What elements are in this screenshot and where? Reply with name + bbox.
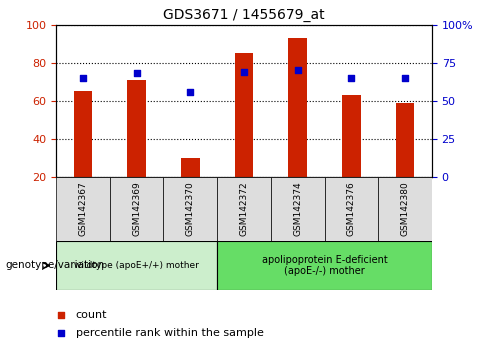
Bar (217, 177, 271, 241)
Text: GSM142367: GSM142367 (79, 182, 87, 236)
Bar (163, 177, 217, 241)
Text: wildtype (apoE+/+) mother: wildtype (apoE+/+) mother (74, 261, 199, 270)
Text: count: count (76, 310, 107, 320)
Bar (325, 177, 378, 241)
Bar (217, 241, 432, 290)
Text: GSM142380: GSM142380 (401, 182, 409, 236)
Point (133, 71, 141, 76)
Text: GSM142370: GSM142370 (186, 182, 195, 236)
Point (347, 75, 355, 81)
Bar (56, 177, 110, 241)
Point (240, 69, 248, 75)
Bar (110, 177, 163, 241)
Point (57, 312, 65, 318)
Bar (288, 38, 307, 177)
Bar (271, 177, 325, 241)
Bar (378, 177, 432, 241)
Bar (396, 103, 414, 177)
Text: apolipoprotein E-deficient
(apoE-/-) mother: apolipoprotein E-deficient (apoE-/-) mot… (262, 255, 387, 276)
Bar (342, 95, 361, 177)
Bar (56, 241, 217, 290)
Point (57, 330, 65, 336)
Point (401, 75, 409, 81)
Text: genotype/variation: genotype/variation (5, 261, 104, 270)
Bar (181, 158, 200, 177)
Title: GDS3671 / 1455679_at: GDS3671 / 1455679_at (163, 8, 325, 22)
Text: percentile rank within the sample: percentile rank within the sample (76, 328, 264, 338)
Point (79, 75, 87, 81)
Text: GSM142372: GSM142372 (240, 182, 248, 236)
Text: GSM142374: GSM142374 (293, 182, 302, 236)
Bar (127, 80, 146, 177)
Text: GSM142369: GSM142369 (132, 182, 141, 236)
Text: GSM142376: GSM142376 (347, 182, 356, 236)
Point (294, 68, 302, 73)
Point (186, 89, 194, 95)
Bar (74, 91, 92, 177)
Bar (235, 53, 253, 177)
